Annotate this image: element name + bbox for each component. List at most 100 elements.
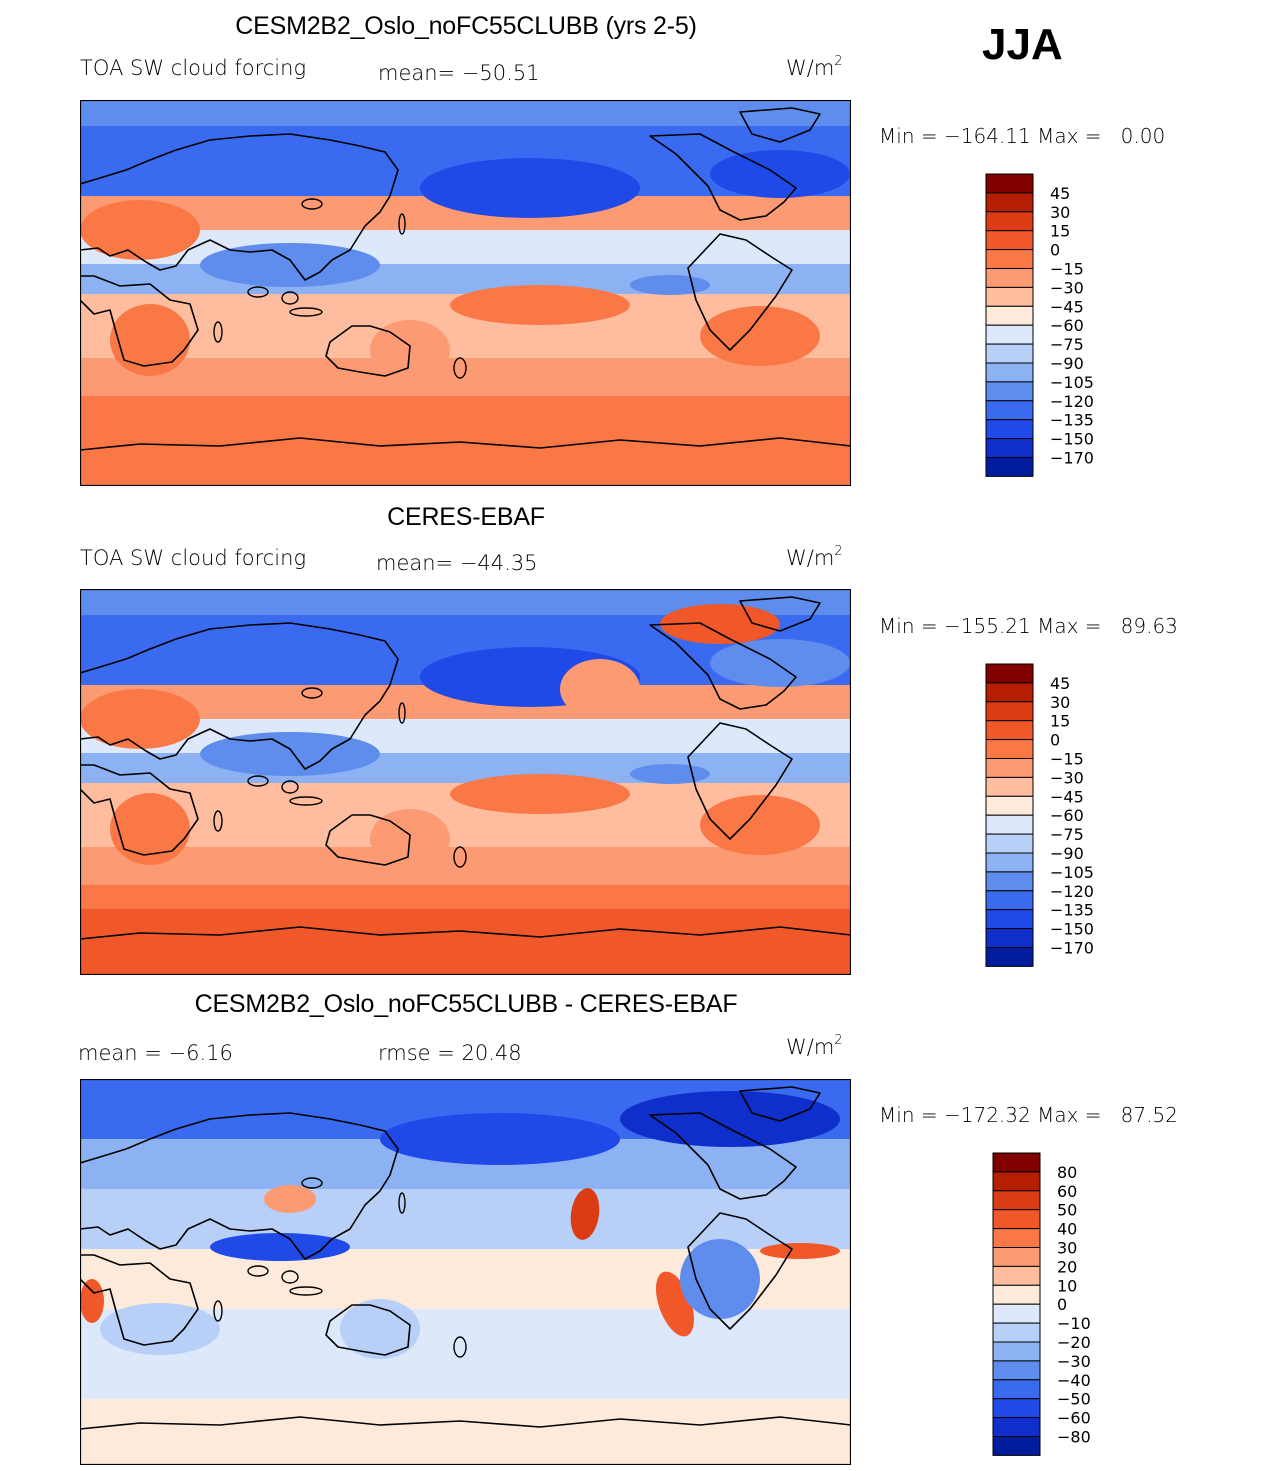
coastline-island (453, 846, 467, 868)
colorbar-box (985, 211, 1034, 232)
colorbar-box (985, 947, 1034, 967)
coastline (80, 1416, 851, 1430)
season-label: JJA (982, 20, 1063, 69)
coastline-island (301, 1177, 323, 1189)
colorbar-box (985, 286, 1034, 307)
panel-2-variable-label: TOA SW cloud forcing (80, 546, 307, 570)
panel-1-min-value: −164.11 (943, 124, 1031, 148)
panel-2-units: W/m2 (786, 544, 843, 570)
field-blob (110, 304, 190, 376)
colorbar-box (985, 758, 1034, 778)
map-frame (80, 589, 851, 975)
map-frame (80, 100, 851, 486)
colorbar-box (992, 1247, 1041, 1267)
colorbar-box (985, 381, 1034, 402)
coastline (80, 622, 399, 770)
coastline-island (289, 796, 323, 806)
colorbar-tick-label: 0 (1050, 241, 1060, 260)
field-blob (620, 1091, 840, 1147)
panel-3-min-label: Min (879, 1103, 915, 1127)
field-blob (450, 774, 630, 814)
colorbar-box (985, 720, 1034, 741)
colorbar-tick-label: −60 (1050, 806, 1084, 825)
colorbar-tick-label: −45 (1050, 787, 1084, 806)
colorbar-tick-label: −60 (1057, 1409, 1091, 1428)
coastline-island (301, 198, 323, 210)
field-blob (710, 639, 850, 687)
colorbar-tick-label: 15 (1050, 712, 1070, 731)
field-band (80, 753, 851, 783)
panel-3-minmax: Min = −172.32 Max = 87.52 (879, 1103, 1178, 1127)
coastline-island (398, 213, 406, 235)
colorbar-box (992, 1360, 1041, 1381)
colorbar-tick-label: −30 (1050, 278, 1084, 297)
colorbar-tick-label: 60 (1057, 1182, 1077, 1201)
panel-2-max-label: Max (1037, 614, 1079, 638)
colorbar-tick-label: −135 (1050, 411, 1094, 430)
panel-1-min-label: Min (879, 124, 915, 148)
colorbar-tick-label: −75 (1050, 335, 1084, 354)
panel-3-units: W/m2 (786, 1033, 843, 1059)
coastline (80, 1112, 399, 1260)
colorbar-box (992, 1322, 1041, 1343)
field-blob (340, 1299, 420, 1359)
colorbar-box (985, 890, 1034, 911)
colorbar-box (992, 1152, 1041, 1173)
colorbar-tick-label: −105 (1050, 373, 1094, 392)
field-band (80, 885, 851, 909)
panel-1-mean-label: mean= −50.51 (378, 61, 540, 85)
colorbar-tick-label: −150 (1050, 430, 1094, 449)
colorbar-box (985, 682, 1034, 703)
colorbar-tick-label: −105 (1050, 863, 1094, 882)
colorbar-tick-label: −45 (1050, 297, 1084, 316)
coastline-island (453, 357, 467, 379)
colorbar-tick-label: 10 (1057, 1276, 1077, 1295)
field-blob (264, 1185, 316, 1213)
coastline (739, 107, 821, 143)
field-blob (680, 1239, 760, 1319)
panel-2-title: CERES-EBAF (387, 503, 545, 531)
colorbar-tick-label: 45 (1050, 184, 1070, 203)
coastline (80, 764, 199, 856)
colorbar-box (985, 192, 1034, 213)
field-band (80, 1399, 851, 1465)
colorbar-box (992, 1341, 1041, 1362)
coastline-island (301, 687, 323, 699)
field-blob (200, 243, 380, 287)
colorbar-box (985, 268, 1034, 288)
coastline-island (247, 1265, 269, 1277)
colorbar-box (992, 1303, 1041, 1324)
colorbar-box (985, 833, 1034, 854)
coastline (80, 133, 399, 281)
colorbar-tick-label: −20 (1057, 1333, 1091, 1352)
colorbar-box (992, 1436, 1041, 1456)
colorbar-box (985, 249, 1034, 269)
coastline-island (398, 1192, 406, 1214)
colorbar-box (985, 438, 1034, 459)
field-blob (630, 275, 710, 295)
field-blob (380, 1113, 620, 1165)
map-frame (80, 1079, 851, 1465)
colorbar-tick-label: −50 (1057, 1390, 1091, 1409)
colorbar-tick-label: −15 (1050, 750, 1084, 769)
field-blob (700, 795, 820, 855)
colorbar-tick-label: −120 (1050, 392, 1094, 411)
colorbar-box (992, 1417, 1041, 1438)
colorbar-tick-label: 50 (1057, 1201, 1077, 1220)
coastline-island (453, 1336, 467, 1358)
colorbar-tick-label: 0 (1050, 731, 1060, 750)
panel-3-mean-label: mean = −6.16 (78, 1041, 233, 1065)
colorbar-box (985, 909, 1034, 930)
colorbar-box (985, 343, 1034, 364)
colorbar-tick-label: −90 (1050, 354, 1084, 373)
coastline-island (213, 321, 223, 343)
colorbar-box (985, 852, 1034, 873)
coastline-island (281, 1270, 299, 1284)
colorbar-tick-label: −170 (1050, 939, 1094, 958)
coastline-island (281, 780, 299, 794)
field-blob (210, 1233, 350, 1261)
colorbar-box (985, 457, 1034, 477)
coastline (687, 1212, 793, 1330)
field-blob (560, 659, 640, 719)
colorbar-tick-label: −30 (1057, 1352, 1091, 1371)
